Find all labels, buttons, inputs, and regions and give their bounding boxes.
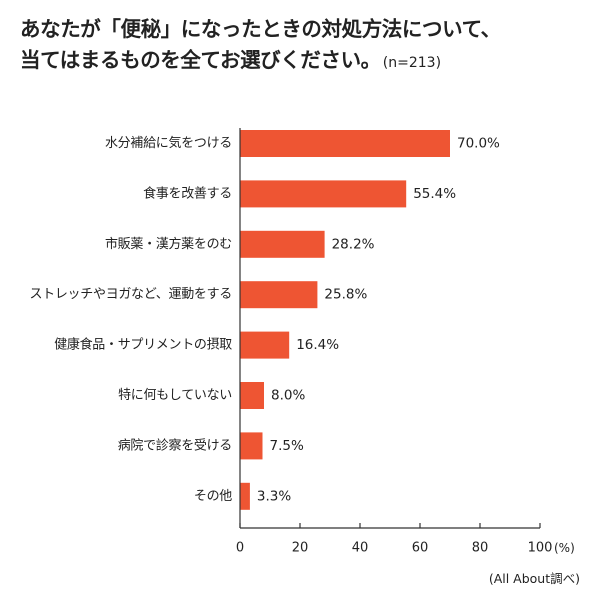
category-label: ストレッチやヨガなど、運動をする bbox=[29, 287, 232, 302]
value-label: 8.0% bbox=[271, 388, 305, 404]
x-tick-label: 80 bbox=[472, 541, 489, 556]
bar bbox=[240, 130, 450, 157]
bar bbox=[240, 281, 318, 309]
x-tick-label: 60 bbox=[412, 541, 429, 556]
value-label: 3.3% bbox=[257, 488, 291, 504]
x-unit-label: (%) bbox=[554, 541, 575, 555]
title-line-2: 当てはまるものを全てお選びください。 (n=213) bbox=[20, 45, 590, 79]
value-label: 25.8% bbox=[324, 287, 367, 303]
title-line-1: あなたが「便秘」になったときの対処方法について、 bbox=[20, 17, 501, 41]
category-label: 病院で診察を受ける bbox=[118, 437, 232, 453]
bar bbox=[240, 230, 325, 258]
category-label: 市販薬・漢方薬をのむ bbox=[105, 236, 232, 252]
bar bbox=[240, 180, 407, 208]
bar bbox=[240, 331, 290, 359]
category-label: 食事を改善する bbox=[143, 185, 232, 201]
x-tick-label: 100 bbox=[528, 541, 553, 556]
value-label: 55.4% bbox=[413, 186, 456, 202]
source-note: (All About調べ) bbox=[488, 571, 580, 586]
value-label: 70.0% bbox=[457, 136, 500, 152]
category-label: 特に何もしていない bbox=[118, 387, 232, 403]
sample-size: (n=213) bbox=[382, 55, 442, 71]
x-tick-label: 20 bbox=[292, 541, 309, 556]
value-label: 7.5% bbox=[270, 438, 304, 454]
bar bbox=[240, 432, 263, 460]
bar bbox=[240, 382, 264, 409]
title-line-2-text: 当てはまるものを全てお選びください。 bbox=[20, 48, 381, 72]
value-label: 28.2% bbox=[332, 236, 375, 252]
x-tick-label: 40 bbox=[352, 541, 369, 556]
bar bbox=[240, 482, 250, 510]
category-label: その他 bbox=[194, 489, 232, 504]
x-tick-label: 0 bbox=[236, 541, 244, 556]
category-label: 健康食品・サプリメントの摂取 bbox=[54, 337, 232, 353]
chart-title: あなたが「便秘」になったときの対処方法について、 当てはまるものを全てお選びくだ… bbox=[20, 14, 590, 79]
category-label: 水分補給に気をつける bbox=[105, 135, 232, 151]
value-label: 16.4% bbox=[296, 337, 339, 353]
